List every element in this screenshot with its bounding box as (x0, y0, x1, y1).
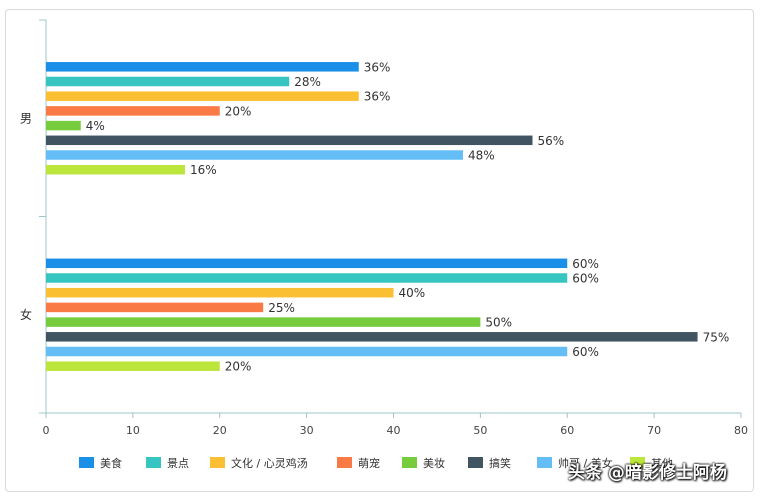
x-tick-label: 60 (560, 424, 574, 437)
legend-label: 美妆 (423, 457, 445, 470)
bar-female-series-2 (46, 287, 394, 298)
data-label: 40% (399, 286, 426, 300)
bar-male-series-4 (46, 120, 81, 131)
legend-label: 搞笑 (489, 456, 511, 470)
x-tick-label: 0 (43, 424, 50, 437)
bar-male-series-5 (46, 135, 533, 146)
data-label: 60% (572, 257, 599, 271)
bar-female-series-6 (46, 346, 568, 357)
data-label: 56% (538, 134, 565, 148)
data-label: 48% (468, 149, 495, 163)
legend-label: 文化 / 心灵鸡汤 (231, 456, 308, 470)
data-label: 20% (225, 360, 252, 374)
bar-male-series-3 (46, 106, 220, 116)
bar-male-series-2 (46, 91, 359, 101)
data-label: 4% (86, 119, 105, 133)
x-tick-label: 70 (647, 424, 661, 437)
legend-label: 帅哥 / 美女 (558, 456, 613, 470)
legend-swatch-2 (210, 457, 225, 468)
bar-female-series-7 (46, 361, 220, 371)
x-tick-label: 10 (126, 424, 140, 437)
category-label: 女 (20, 307, 32, 322)
x-tick-label: 80 (734, 424, 748, 437)
legend-label: 景点 (167, 457, 189, 470)
data-label: 28% (294, 75, 321, 89)
bar-female-series-0 (46, 258, 568, 269)
legend-swatch-3 (337, 457, 352, 468)
bar-male-series-7 (46, 164, 185, 175)
data-label: 60% (572, 345, 599, 359)
bar-male-series-1 (46, 76, 290, 87)
data-label: 36% (364, 60, 391, 74)
bar-female-series-5 (46, 332, 698, 342)
bar-male-series-0 (46, 62, 359, 72)
legend-swatch-1 (146, 457, 161, 468)
legend-label: 萌宠 (358, 456, 380, 470)
data-label: 16% (190, 163, 217, 177)
chart-card: 男女 0 10 20 30 40 50 60 70 80 36% 60% 28% 60% 36% 40% 20%… (5, 9, 754, 492)
bar-female-series-1 (46, 273, 568, 283)
legend-label: 美食 (100, 456, 122, 470)
data-label: 75% (703, 330, 730, 344)
bar-female-series-4 (46, 317, 481, 327)
legend-swatch-6 (537, 457, 552, 468)
x-tick-label: 50 (473, 424, 487, 437)
data-label: 50% (485, 316, 512, 330)
bar-female-series-3 (46, 302, 264, 313)
data-label: 20% (225, 104, 252, 118)
bar-male-series-6 (46, 150, 463, 160)
data-label: 60% (572, 272, 599, 286)
x-tick-label: 30 (300, 424, 314, 437)
data-label: 36% (364, 90, 391, 104)
legend-label: 其他 (651, 457, 673, 470)
legend-swatch-7 (630, 457, 645, 468)
bar-chart: 男女 0 10 20 30 40 50 60 70 80 36% 60% 28% 60% 36% 40% 20%… (20, 19, 748, 470)
watermark-text: 头条 @暗影修士阿杨 (568, 463, 727, 483)
x-tick-label: 20 (213, 424, 227, 437)
x-tick-label: 40 (387, 424, 401, 437)
legend-swatch-4 (402, 457, 417, 468)
data-label: 25% (268, 301, 295, 315)
legend-swatch-0 (79, 457, 94, 468)
category-label: 男 (20, 111, 32, 125)
legend-swatch-5 (468, 457, 483, 468)
